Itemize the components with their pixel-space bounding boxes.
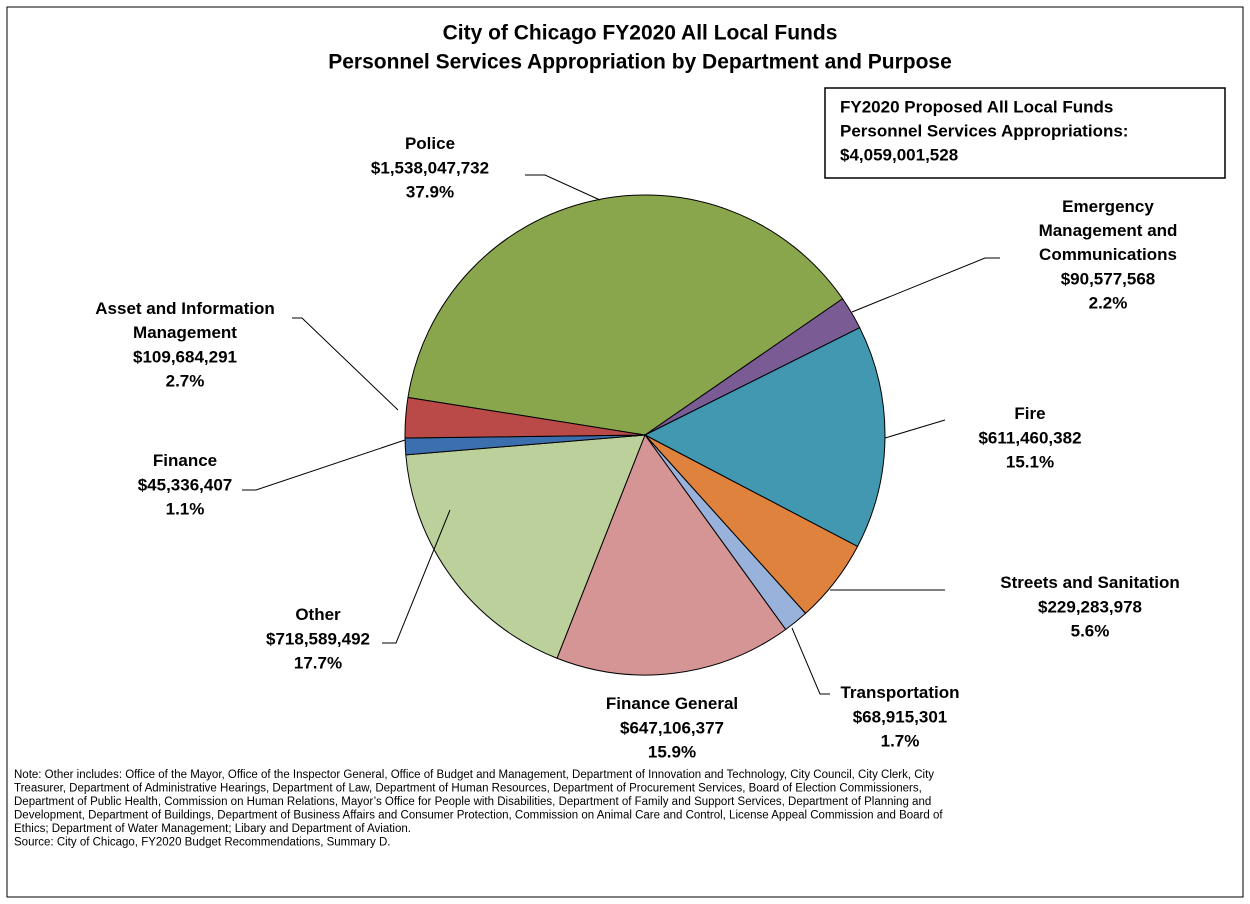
note-text: Treasurer, Department of Administrative …: [14, 783, 922, 795]
total-box: [824, 87, 1226, 179]
slice-value-label: $90,577,568: [1061, 269, 1156, 288]
chart-title: City of Chicago FY2020 All Local Funds: [443, 22, 838, 45]
slice-percent-label: 37.9%: [406, 182, 454, 201]
slice-value-label: $647,106,377: [620, 718, 724, 737]
pie-slice: [407, 194, 844, 436]
slice-value-label: $611,460,382: [978, 428, 1081, 447]
slice-label: Other: [295, 605, 341, 624]
slice-label: Finance: [153, 451, 217, 470]
total-box-text: $4,059,001,528: [840, 145, 958, 164]
total-box-text: FY2020 Proposed All Local Funds: [840, 97, 1113, 116]
slice-label: Transportation: [840, 683, 959, 702]
slice-value-label: $45,336,407: [138, 475, 233, 494]
leader-line: [382, 509, 451, 644]
slice-label: Fire: [1014, 404, 1045, 423]
pie-slice: [643, 327, 886, 548]
slice-value-label: $718,589,492: [266, 629, 370, 648]
slice-percent-label: 2.7%: [166, 371, 205, 390]
slice-percent-label: 17.7%: [294, 653, 342, 672]
slice-percent-label: 15.9%: [648, 742, 696, 761]
slice-label: Emergency Management and Communications: [1039, 197, 1178, 264]
leader-line: [884, 419, 946, 439]
slice-percent-label: 1.1%: [166, 499, 205, 518]
leader-line: [242, 439, 406, 491]
slice-percent-label: 15.1%: [1006, 452, 1054, 471]
note-text: Ethics; Department of Water Management; …: [14, 823, 411, 835]
leader-line: [791, 627, 830, 695]
note-text: Note: Other includes: Office of the Mayo…: [14, 769, 934, 781]
leader-line: [292, 317, 399, 411]
slice-value-label: $1,538,047,732: [371, 158, 489, 177]
slice-percent-label: 1.7%: [881, 731, 920, 750]
slice-value-label: $109,684,291: [133, 347, 237, 366]
slice-percent-label: 2.2%: [1089, 293, 1128, 312]
slice-value-label: $68,915,301: [853, 707, 948, 726]
pie-slice: [405, 434, 646, 659]
slice-label: Asset and Information Management: [95, 299, 274, 342]
note-text: Development, Department of Buildings, De…: [14, 810, 943, 822]
slice-label: Streets and Sanitation: [1000, 573, 1179, 592]
note-text: Department of Public Health, Commission …: [14, 796, 931, 808]
pie-slice: [556, 433, 787, 676]
slice-label: Police: [405, 134, 455, 153]
pie-slice: [404, 396, 646, 439]
leader-line: [525, 174, 601, 201]
slice-label: Finance General: [606, 694, 738, 713]
note-text: Source: City of Chicago, FY2020 Budget R…: [14, 837, 390, 849]
slice-value-label: $229,283,978: [1038, 597, 1142, 616]
leader-line: [851, 257, 1000, 313]
slice-percent-label: 5.6%: [1071, 621, 1110, 640]
chart-subtitle: Personnel Services Appropriation by Depa…: [328, 51, 952, 74]
total-box-text: Personnel Services Appropriations:: [840, 121, 1128, 140]
